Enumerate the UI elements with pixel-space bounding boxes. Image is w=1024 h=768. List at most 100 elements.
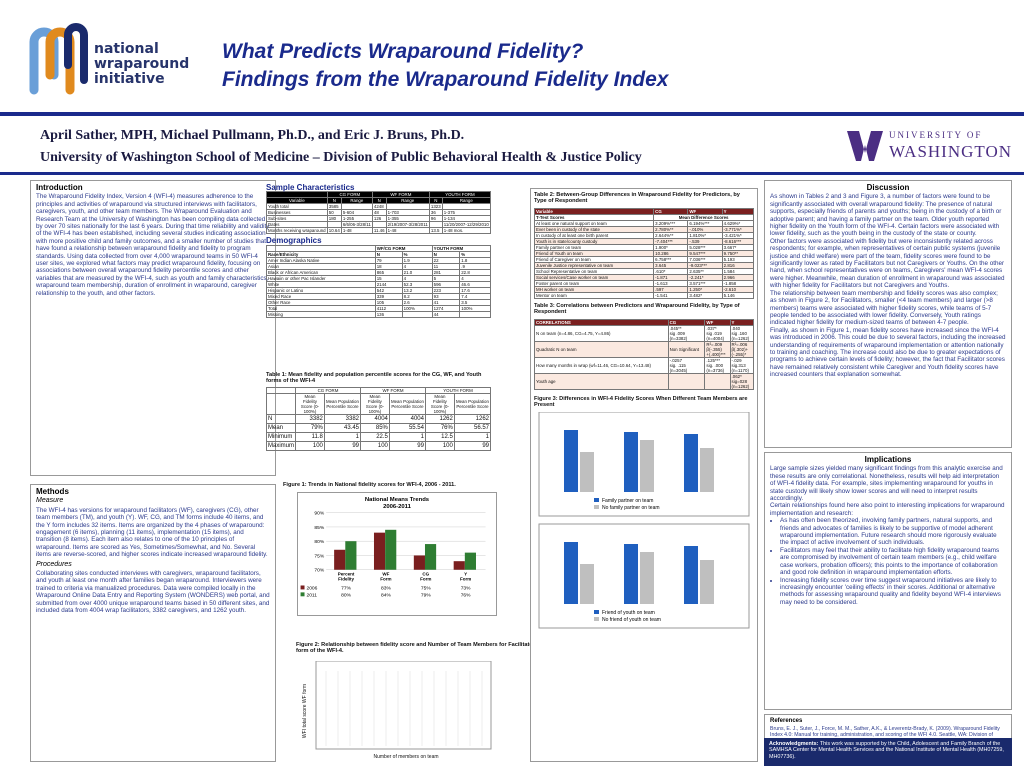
table-row: Family partner on team 1.900* 5.028*** 3.66… — [533, 243, 755, 251]
figure1-section: Figure 1: Trends in National fidelity sc… — [283, 482, 497, 619]
table-header-row: Variable CG WF Y — [533, 207, 755, 215]
data-label: 75% — [421, 586, 431, 592]
table-cell: 76% — [424, 422, 455, 433]
table-cell: Mentor on team — [533, 291, 655, 299]
authors: April Sather, MPH, Michael Pullmann, Ph.… — [40, 128, 465, 143]
discussion-p2: Other factors were associated with fidel… — [770, 237, 1005, 290]
discussion-p4: Finally, as shown in Figure 1, mean fide… — [770, 326, 1006, 379]
implications-list: As has often been theorized, involving f… — [770, 517, 1006, 606]
data-label: 80% — [341, 593, 351, 599]
table-cell: 1-48 mos. — [441, 227, 492, 235]
table-cell: N on team (n=4.86, CG=4.75, Y=4.86) — [534, 324, 669, 342]
table-cell: Missing — [266, 310, 376, 318]
methods-panel: Methods Measure The WFI-4 has versions f… — [30, 484, 276, 762]
legend-label: No friend of youth on team — [602, 617, 661, 623]
introduction-panel: Introduction The Wraparound Fidelity Ind… — [30, 180, 276, 476]
table-row: Youth age .062* sig=028 (n=1262) — [534, 372, 755, 390]
affiliation: University of Washington School of Medic… — [40, 150, 642, 165]
legend-swatch — [594, 505, 599, 510]
table-cell: 85% — [360, 422, 390, 433]
table-cell — [667, 372, 706, 390]
acknowledgments-text: This work was supported by the Child, Ad… — [769, 741, 1004, 760]
table-cell: 1 — [388, 431, 426, 442]
implications-p1: Large sample sizes yielded many signific… — [770, 465, 1003, 503]
table-cell: 100 — [360, 440, 390, 451]
table-cell: 1262 — [424, 413, 455, 424]
acknowledgments-label: Acknowledgments: — [769, 741, 819, 747]
table-cell: 4004 — [388, 413, 426, 424]
bar — [624, 544, 638, 605]
bar — [373, 533, 386, 571]
logo-line3: initiative — [94, 71, 165, 87]
bar — [334, 550, 346, 571]
table-cell: -1.541 — [653, 291, 689, 299]
procedures-label: Procedures — [36, 560, 72, 568]
sample-heading: Sample Characteristics — [266, 183, 355, 192]
legend-label: 2011 — [306, 593, 317, 599]
bar — [564, 430, 578, 493]
figure2-caption: Figure 2: Relationship between fidelity … — [296, 642, 535, 655]
table2: Variable CG WF Y T-Test Scores Mean Differenc… — [533, 207, 755, 299]
acknowledgments-box: Acknowledgments: This work was supported… — [764, 738, 1012, 766]
table-cell: 1-48 — [385, 227, 430, 235]
y-tick-label: 80% — [314, 540, 324, 546]
table-cell: 44 — [431, 310, 461, 318]
legend-label: 2006 — [306, 586, 317, 592]
measure-label: Measure — [36, 497, 64, 505]
table-header-cell — [265, 392, 297, 415]
figure1-chart-subtitle: 2006-2011 — [383, 504, 412, 510]
table-cell: 12.5 — [424, 431, 455, 442]
table-header-cell: Mean Fidelity Score (0-100%) — [295, 392, 325, 415]
table-cell — [704, 372, 731, 390]
logo-line2: wraparound — [94, 56, 190, 72]
x-tick-label: Percent — [338, 572, 355, 577]
data-label: 76% — [461, 593, 471, 599]
x-tick-label: CG — [422, 572, 429, 577]
table-cell: 11.46 — [371, 227, 387, 235]
table-cell: .062* sig=028 (n=1262) — [729, 372, 755, 390]
title-rule — [0, 112, 1024, 116]
table-header-row: CG FORM WF FORM YOUTH FORM — [266, 191, 492, 199]
table-cell: .040 sig .160 (n=1262) — [729, 324, 755, 342]
table1: CG FORM WF FORM YOUTH FORM Mean Fidelity Sc… — [265, 386, 492, 451]
legend-swatch — [300, 585, 305, 590]
bar — [684, 546, 698, 605]
table-row: Months receiving wraparound 10.64 1-48 11.4… — [266, 227, 492, 235]
implication-bullet: As has often been theorized, involving f… — [780, 517, 1006, 547]
table-header-cell: Mean Fidelity Score (0-100%) — [424, 392, 455, 415]
demographics-heading: Demographics — [266, 236, 322, 246]
table3-caption: Table 3: Correlations between Predictors… — [534, 302, 740, 316]
data-label: 84% — [381, 593, 391, 599]
methods-heading: Methods — [36, 487, 69, 496]
bar — [684, 434, 698, 493]
legend-label: Friend of youth on team — [602, 610, 655, 616]
table-row: How many months in wrap (wf=11.46, CG=10… — [534, 356, 755, 374]
bar — [700, 560, 714, 605]
bar — [424, 544, 437, 571]
table-row: Missing 136 44 — [266, 310, 491, 318]
table-row: Businesses 50 5-604 48 1-703 36 1-375 — [266, 209, 492, 217]
discussion-heading: Discussion — [866, 183, 910, 192]
table-cell: 22.5 — [360, 431, 390, 442]
x-tick-label: WF — [382, 572, 389, 577]
demographics-table: WF/CG FORM YOUTH FORM Race/Ethnicity N% N% Am… — [266, 244, 492, 318]
bar — [385, 530, 397, 571]
introduction-heading: Introduction — [36, 183, 83, 192]
table-cell: Youth age — [534, 372, 669, 390]
uw-logo: UNIVERSITY OF WASHINGTON — [845, 125, 1011, 169]
poster-title-line2: Findings from the Wraparound Fidelity In… — [222, 68, 669, 91]
bar — [453, 561, 465, 571]
y-tick-label: 90% — [314, 511, 324, 517]
x-tick-label: Form — [380, 577, 391, 582]
legend-label: Family partner on team — [602, 498, 653, 504]
figure1-chart-title: National Means Trends — [365, 497, 430, 503]
legend-swatch — [300, 592, 305, 597]
header-rule — [0, 172, 1024, 175]
figure2-xlabel: Number of members on team — [373, 754, 438, 760]
table2-caption: Table 2: Between-Group Differences in Wr… — [534, 192, 740, 205]
sample-table: CG FORM WF FORM YOUTH FORM Variable N Range N R… — [266, 191, 492, 235]
table-header-cell: Mean Population Percentile Score — [323, 392, 362, 415]
uw-line1: UNIVERSITY OF — [889, 130, 983, 140]
y-tick-label: 75% — [314, 554, 324, 560]
